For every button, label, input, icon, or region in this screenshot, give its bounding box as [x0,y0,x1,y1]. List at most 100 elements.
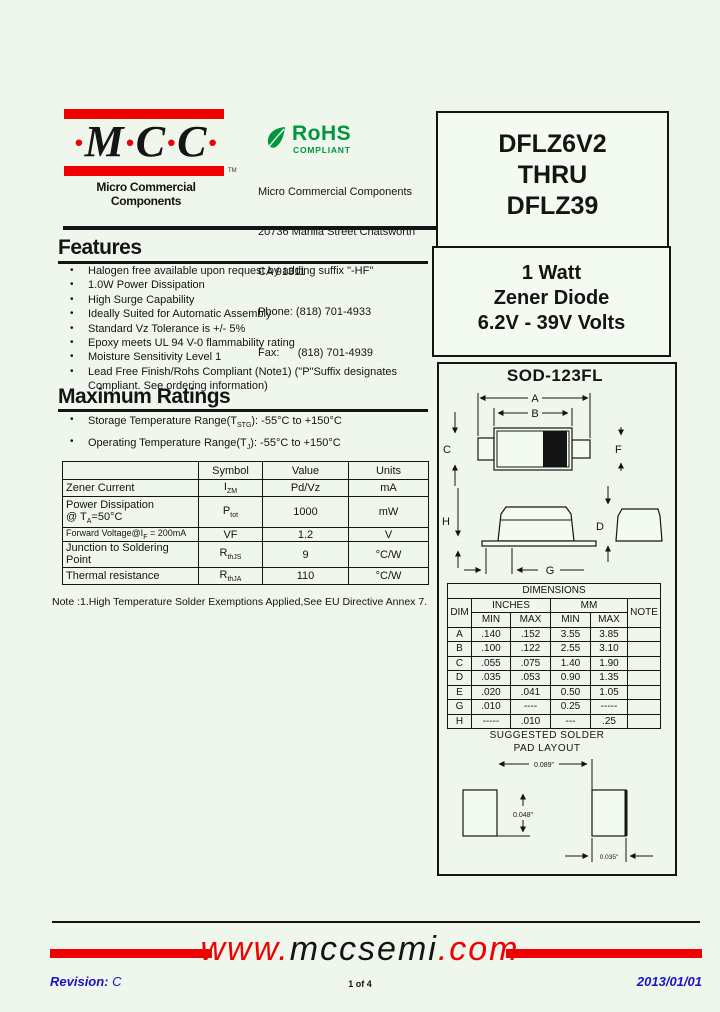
cell: 3.55 [550,626,591,642]
table-row: Forward Voltage@IF = 200mA VF 1.2 V [62,527,429,542]
address-line: Fax: (818) 701-4939 [258,346,373,359]
cell: G [447,699,472,715]
pad-dim-width: 0.035" [600,854,619,861]
logo-tagline: Micro Commercial Components [96,180,196,208]
cell: --- [550,713,591,729]
mcc-logo: ·M·C·C· [60,116,232,168]
dims-subheader-row: MIN MAX MIN MAX [448,612,661,628]
units-cell: °C/W [348,541,429,568]
logo-top-bar [64,109,224,119]
param-cell: Thermal resistance [62,567,199,585]
cell: ---- [510,699,551,715]
feature-item: • Lead Free Finish/Rohs Compliant (Note1)… [66,366,428,394]
feature-item: • 1.0W Power Dissipation [66,279,428,293]
cell [627,655,661,671]
symbol-cell: Ptot [198,496,263,528]
feature-text: Halogen free available upon request by a… [88,265,374,277]
bullet-icon: • [70,279,74,291]
cell: 3.10 [590,641,628,657]
cell: B [447,641,472,657]
table-row: D .035.053 0.90 1.35 [447,670,661,686]
cell [627,670,661,686]
table-row: C .055.075 1.40 1.90 [447,655,661,671]
bullet-icon: • [70,336,74,348]
header-cell: MAX [590,612,628,628]
table-row: Thermal resistance RthJA 110 °C/W [62,567,429,585]
package-name: SOD-123FL [506,366,604,385]
features-list: • Halogen free available upon request by … [66,265,428,394]
logo-dot-icon: · [124,120,136,165]
dim-label-F: F [615,444,622,456]
feature-item: • Moisture Sensitivity Level 1 [66,351,428,365]
pad-dim-height: 0.048" [513,812,534,819]
revision-label: Revision: [50,974,109,989]
symbol-cell: RthJA [198,567,263,585]
cell: H [447,713,472,729]
header-cell: Symbol [198,461,263,480]
cell: .010 [471,699,511,715]
feature-item: • Halogen free available upon request by … [66,265,428,279]
value-cell: 9 [262,541,349,568]
table-row: Zener Current IZM Pd/Vz mA [62,479,429,497]
max-ratings-list: • Storage Temperature Range(TSTG): -55°C … [66,413,431,457]
feature-text: Moisture Sensitivity Level 1 [88,351,222,364]
feature-text: Epoxy meets UL 94 V-0 flammability ratin… [88,336,295,349]
value-cell: 110 [262,567,349,585]
url-name: mccsemi [289,930,438,968]
logo-dot-icon: · [166,120,178,165]
cell: .140 [471,626,511,642]
part-number-line: DFLZ6V2 [498,130,607,158]
website-url[interactable]: www.mccsemi.com [200,930,520,969]
revision-info: Revision: C [50,974,122,989]
cell [627,684,661,700]
dim-label-H: H [442,516,450,528]
cell: .25 [590,713,628,729]
bullet-icon: • [70,365,74,377]
symbol-cell: RthJS [198,541,263,568]
header-cell: Units [348,461,429,480]
symbol-cell: VF [198,527,263,542]
feature-item: • High Surge Capability [66,294,428,308]
logo-dot-icon: · [207,120,219,165]
ratings-table: Symbol Value Units Zener Current IZM Pd/… [62,461,429,585]
header-cell: INCHES [471,597,551,613]
table-row: Junction to Soldering Point RthJS 9 °C/W [62,541,429,568]
max-rating-item: • Operating Temperature Range(TJ): -55°C … [66,435,431,456]
param-cell: Forward Voltage@IF = 200mA [62,527,199,542]
dim-label-C: C [443,444,451,456]
cell [627,713,661,729]
footer-right-bar [506,949,702,958]
revision-value: C [108,974,122,989]
cell: 0.25 [550,699,591,715]
pad-dim-gap: 0.089" [534,762,555,769]
header-cell: DIM [447,597,472,628]
bullet-icon: • [70,308,74,320]
description-line: 6.2V - 39V Volts [477,312,626,334]
note-text: Note :1.High Temperature Solder Exemptio… [52,596,428,608]
dimensions-table: DIMENSIONS DIM INCHES MM NOTE MIN MAX MI… [447,583,661,729]
feature-text: Standard Vz Tolerance is +/- 5% [88,322,246,335]
cell: ----- [471,713,511,729]
header-cell: MM [550,597,628,613]
page-number: 1 of 4 [348,979,372,989]
logo-letter: C [135,117,167,166]
cell: ----- [590,699,628,715]
header-cell [62,461,199,480]
dims-header-row: DIM INCHES MM NOTE [447,597,661,628]
dims-title-row: DIMENSIONS [447,583,661,599]
feature-text: Ideally Suited for Automatic Assembly [88,308,272,321]
table-row: G .010 ---- 0.25 ----- [447,699,661,715]
max-rating-item: • Storage Temperature Range(TSTG): -55°C … [66,413,431,434]
cell: .053 [510,670,551,686]
footer-divider [52,921,700,923]
max-rating-text: Operating Temperature Range(TJ): -55°C t… [88,436,341,451]
bullet-icon: • [70,435,74,447]
bullet-icon: • [70,351,74,363]
feature-text: High Surge Capability [88,293,195,306]
cell: 0.50 [550,684,591,700]
trademark-mark: TM [228,168,237,174]
cell [627,699,661,715]
address-line: Micro Commercial Components [258,185,413,198]
value-cell: 1000 [262,496,349,528]
header-cell: MIN [550,612,591,628]
